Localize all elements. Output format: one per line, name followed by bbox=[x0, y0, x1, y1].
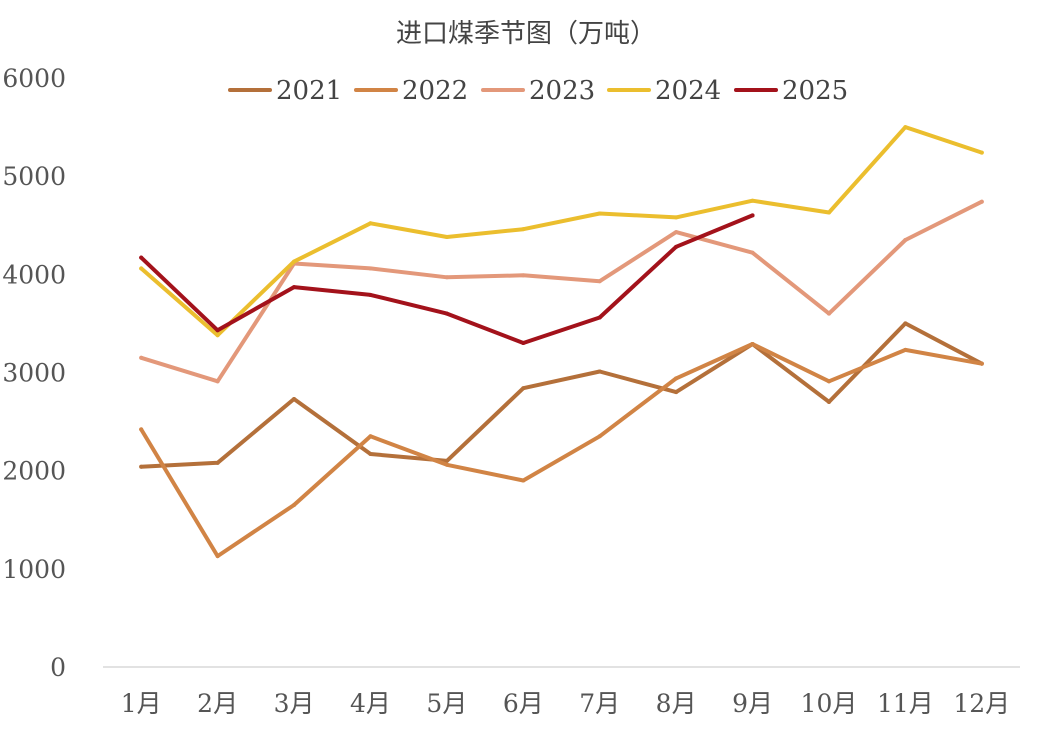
data-point-2021 bbox=[139, 464, 144, 469]
data-point-2022 bbox=[750, 342, 755, 347]
x-tick-label: 2月 bbox=[197, 689, 238, 718]
chart-title: 进口煤季节图（万吨） bbox=[396, 19, 656, 49]
data-point-2025 bbox=[292, 285, 297, 290]
data-point-2024 bbox=[903, 125, 908, 130]
data-point-2022 bbox=[674, 376, 679, 381]
x-tick-label: 8月 bbox=[656, 689, 697, 718]
data-point-2021 bbox=[903, 321, 908, 326]
legend-label-2021: 2021 bbox=[276, 76, 342, 106]
data-point-2024 bbox=[674, 215, 679, 220]
data-point-2023 bbox=[215, 379, 220, 384]
legend-label-2023: 2023 bbox=[529, 76, 595, 106]
legend-label-2025: 2025 bbox=[782, 76, 848, 106]
data-point-2024 bbox=[292, 259, 297, 264]
x-tick-label: 12月 bbox=[953, 689, 1010, 718]
data-point-2024 bbox=[368, 221, 373, 226]
data-point-2023 bbox=[597, 279, 602, 284]
y-tick-label: 4000 bbox=[2, 260, 66, 289]
series-line-2024 bbox=[139, 125, 984, 338]
x-tick-label: 1月 bbox=[121, 689, 162, 718]
x-tick-label: 11月 bbox=[877, 689, 934, 718]
data-point-2022 bbox=[903, 347, 908, 352]
data-point-2022 bbox=[826, 379, 831, 384]
x-tick-label: 5月 bbox=[426, 689, 467, 718]
data-point-2021 bbox=[368, 451, 373, 456]
x-tick-label: 6月 bbox=[503, 689, 544, 718]
series-group bbox=[139, 125, 984, 559]
data-point-2024 bbox=[444, 235, 449, 240]
data-point-2022 bbox=[521, 478, 526, 483]
data-point-2023 bbox=[826, 311, 831, 316]
x-tick-label: 9月 bbox=[732, 689, 773, 718]
data-point-2023 bbox=[903, 237, 908, 242]
x-axis: 1月 2月 3月 4月 5月 6月 7月 8月 9月 10月 11月 12月 bbox=[121, 689, 1010, 718]
data-point-2025 bbox=[521, 341, 526, 346]
x-tick-label: 10月 bbox=[801, 689, 858, 718]
data-point-2025 bbox=[597, 315, 602, 320]
data-point-2024 bbox=[979, 150, 984, 155]
data-point-2023 bbox=[674, 230, 679, 235]
data-point-2021 bbox=[215, 460, 220, 465]
data-point-2025 bbox=[215, 328, 220, 333]
series-line-2022 bbox=[139, 342, 984, 559]
y-tick-label: 1000 bbox=[2, 555, 66, 584]
data-point-2023 bbox=[368, 266, 373, 271]
data-point-2023 bbox=[750, 250, 755, 255]
data-point-2025 bbox=[139, 255, 144, 260]
y-tick-label: 0 bbox=[50, 653, 66, 682]
data-point-2025 bbox=[444, 311, 449, 316]
data-point-2022 bbox=[444, 462, 449, 467]
data-point-2024 bbox=[597, 211, 602, 216]
y-tick-label: 5000 bbox=[2, 162, 66, 191]
x-tick-label: 3月 bbox=[274, 689, 315, 718]
data-point-2022 bbox=[979, 361, 984, 366]
data-point-2021 bbox=[597, 369, 602, 374]
data-point-2021 bbox=[444, 458, 449, 463]
data-point-2022 bbox=[597, 434, 602, 439]
data-point-2021 bbox=[826, 399, 831, 404]
data-point-2023 bbox=[521, 273, 526, 278]
data-point-2021 bbox=[674, 390, 679, 395]
data-point-2022 bbox=[292, 503, 297, 508]
series-line-2021 bbox=[139, 321, 984, 469]
y-tick-label: 3000 bbox=[2, 359, 66, 388]
y-tick-label: 6000 bbox=[2, 64, 66, 93]
data-point-2022 bbox=[215, 554, 220, 559]
legend: 2021 2022 2023 2024 2025 bbox=[228, 76, 848, 106]
legend-label-2024: 2024 bbox=[655, 76, 721, 106]
data-point-2022 bbox=[368, 434, 373, 439]
data-point-2025 bbox=[674, 244, 679, 249]
data-point-2024 bbox=[826, 210, 831, 215]
data-point-2023 bbox=[979, 199, 984, 204]
y-tick-label: 2000 bbox=[2, 457, 66, 486]
x-tick-label: 7月 bbox=[579, 689, 620, 718]
data-point-2025 bbox=[750, 213, 755, 218]
data-point-2021 bbox=[292, 397, 297, 402]
data-point-2023 bbox=[139, 355, 144, 360]
series-line-2023 bbox=[139, 199, 984, 384]
data-point-2023 bbox=[444, 275, 449, 280]
x-tick-label: 4月 bbox=[350, 689, 391, 718]
data-point-2024 bbox=[750, 198, 755, 203]
data-point-2024 bbox=[521, 227, 526, 232]
data-point-2024 bbox=[215, 333, 220, 338]
legend-label-2022: 2022 bbox=[402, 76, 468, 106]
data-point-2022 bbox=[139, 427, 144, 432]
data-point-2021 bbox=[521, 386, 526, 391]
data-point-2024 bbox=[139, 266, 144, 271]
data-point-2025 bbox=[368, 292, 373, 297]
y-axis: 0 1000 2000 3000 4000 5000 6000 bbox=[2, 64, 66, 682]
